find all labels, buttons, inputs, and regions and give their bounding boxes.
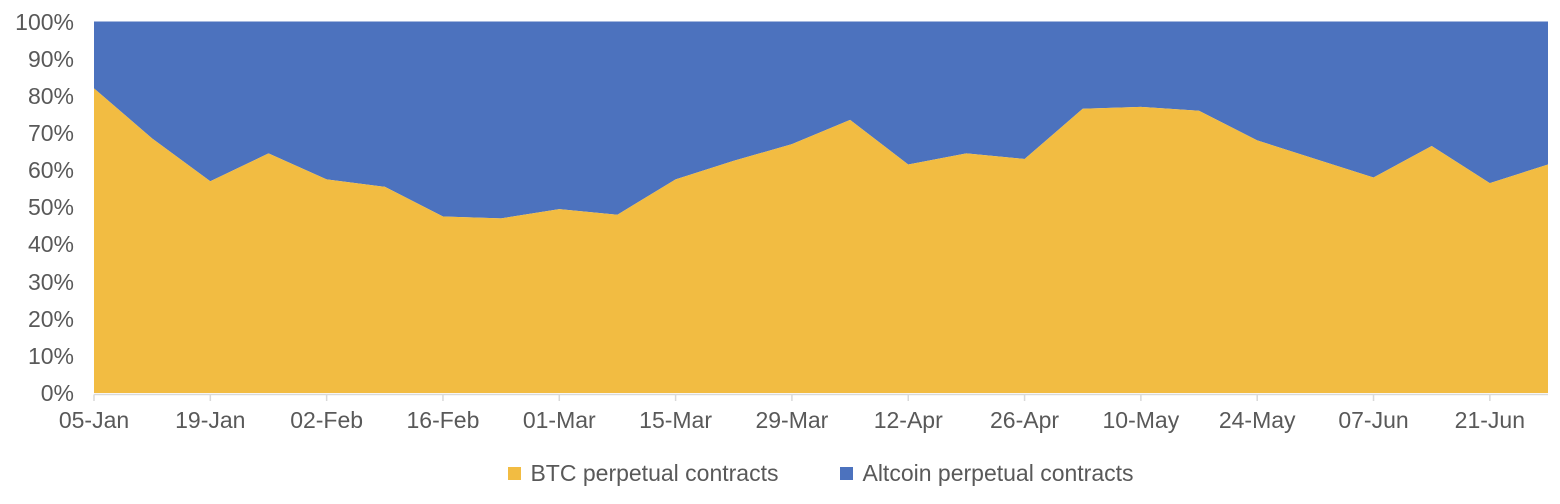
x-axis-label: 21-Jun: [1454, 407, 1525, 433]
y-axis-label: 20%: [27, 305, 74, 332]
y-axis-label: 30%: [27, 268, 74, 295]
x-axis-label: 15-Mar: [639, 407, 713, 433]
x-axis: 05-Jan 19-Jan 02-Feb 16-Feb 01-Mar 15-Mar 29-M…: [58, 407, 1525, 433]
x-axis-label: 01-Mar: [522, 407, 596, 433]
y-axis-label: 80%: [27, 82, 74, 109]
legend-item-altcoin: Altcoin perpetual contracts: [840, 460, 1134, 486]
legend-item-btc: BTC perpetual contracts: [508, 460, 778, 486]
altcoin-area-series: [94, 21, 1548, 219]
y-axis-label: 90%: [27, 45, 74, 72]
y-axis-label: 0%: [40, 380, 74, 406]
legend-label-btc: BTC perpetual contracts: [530, 460, 779, 486]
x-axis-label: 12-Apr: [873, 407, 943, 433]
x-axis-label: 26-Apr: [990, 407, 1060, 433]
y-axis-label: 60%: [27, 157, 74, 184]
x-axis-label: 19-Jan: [175, 407, 246, 433]
y-axis-label: 10%: [27, 342, 74, 369]
x-axis-label: 24-May: [1218, 407, 1296, 433]
y-axis-label: 50%: [27, 194, 74, 221]
x-axis-label: 29-Mar: [755, 407, 829, 433]
altcoin-series-swatch-icon: [840, 466, 854, 480]
btc-area-series: [94, 88, 1548, 394]
x-axis-label: 02-Feb: [290, 407, 364, 433]
x-axis-label: 16-Feb: [406, 407, 480, 433]
x-axis-label: 07-Jun: [1338, 407, 1409, 433]
y-axis: 0% 10% 20% 30% 40% 50% 60% 70% 80% 90% 100%: [0, 0, 74, 420]
btc-series-swatch-icon: [508, 466, 522, 480]
y-axis-label: 40%: [27, 231, 74, 258]
x-axis-ticks: [93, 394, 1491, 401]
legend: BTC perpetual contracts Altcoin perpetua…: [94, 460, 1548, 486]
y-axis-label: 70%: [27, 119, 74, 146]
legend-label-altcoin: Altcoin perpetual contracts: [862, 460, 1134, 486]
y-axis-label: 100%: [15, 8, 74, 35]
x-axis-label: 05-Jan: [58, 407, 130, 433]
x-axis-label: 10-May: [1102, 407, 1180, 433]
